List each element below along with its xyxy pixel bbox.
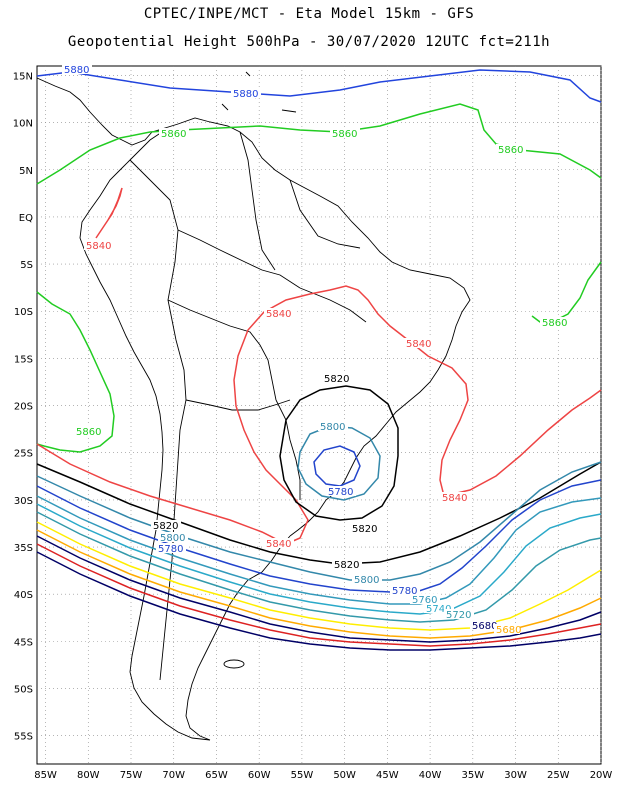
map-frame [36,65,602,765]
contour-label: 5780 [158,544,183,555]
contour-label: 5780 [392,586,417,597]
latitude-label: 40S [14,590,33,601]
contour-label: 5880 [64,65,89,76]
latitude-label: 15N [13,71,33,82]
longitude-label: 30W [504,770,527,781]
latitude-label: EQ [19,213,33,224]
contour-label: 5820 [153,521,178,532]
contour-5680-orange [36,529,602,639]
longitude-label: 35W [462,770,485,781]
contour-label: 5840 [266,539,291,550]
latitude-labels: 15N 10N 5N EQ 5S 10S 15S 20S 25S 30S 35S 40S 45S 50S 5… [13,71,33,742]
latitude-label: 5N [19,166,33,177]
contour-label: 5760 [412,595,437,606]
contour-label: 5800 [320,422,345,433]
contour-label: 5820 [334,560,359,571]
contour-5640 [36,551,602,651]
contour-5820-loop [279,385,399,521]
contour-label: 5880 [233,89,258,100]
contour-label: 5800 [160,533,185,544]
contour-5680-navy [36,535,602,643]
contour-5840-andes [95,187,123,239]
latitude-label: 20S [14,402,33,413]
contour-label: 5820 [352,524,377,535]
contour-5740 [36,503,602,615]
contour-5840-main [36,285,469,545]
contour-5700 [36,521,602,631]
lat-lon-grid [37,66,602,764]
latitude-label: 55S [14,732,33,743]
latitude-label: 50S [14,685,33,696]
latitude-label: 5S [20,260,33,271]
contour-label: 5860 [161,129,186,140]
contour-5780-loop [313,445,361,487]
longitude-label: 45W [376,770,399,781]
contour-label: 5780 [328,487,353,498]
contour-label: 5680 [496,625,521,636]
longitude-label: 85W [34,770,57,781]
longitude-labels: 85W 80W 75W 70W 65W 60W 55W 50W 45W 40W 35W 30W 25W 2… [34,770,612,781]
contour-5720 [36,511,602,623]
longitude-label: 50W [333,770,356,781]
contour-label: 5860 [332,129,357,140]
longitude-label: 25W [547,770,570,781]
contour-label: 5740 [426,604,451,615]
contour-label: 5860 [498,145,523,156]
longitude-label: 60W [248,770,271,781]
latitude-label: 10S [14,307,33,318]
contour-5860-west [36,291,115,453]
map-title: CPTEC/INPE/MCT - Eta Model 15km - GFS [143,6,475,22]
latitude-label: 30S [14,496,33,507]
contour-label: 5840 [406,339,431,350]
map-subtitle: Geopotential Height 500hPa - 30/07/2020 … [67,34,551,50]
longitude-label: 70W [162,770,185,781]
latitude-label: 25S [14,449,33,460]
contour-label: 5840 [442,493,467,504]
longitude-label: 40W [419,770,442,781]
latitude-label: 10N [13,119,33,130]
contour-label: 5840 [86,241,111,252]
contour-5660 [36,543,602,647]
longitude-label: 20W [590,770,613,781]
coastlines [36,71,471,741]
contour-label: 5860 [76,427,101,438]
latitude-label: 45S [14,637,33,648]
contour-5840-east-tail [443,389,602,497]
longitude-label: 80W [77,770,100,781]
contour-label: 5840 [266,309,291,320]
latitude-label: 15S [14,354,33,365]
contour-label: 5800 [354,575,379,586]
contour-5880 [36,69,602,103]
latitude-label: 35S [14,543,33,554]
contour-label: 5680 [472,621,497,632]
contour-label: 5720 [446,610,471,621]
longitude-label: 65W [205,770,228,781]
contour-label: 5860 [542,318,567,329]
contour-labels: 5880 5880 5860 5860 5860 5860 5860 5840 … [62,64,570,636]
longitude-label: 55W [291,770,314,781]
contour-label: 5820 [324,374,349,385]
longitude-label: 75W [120,770,143,781]
